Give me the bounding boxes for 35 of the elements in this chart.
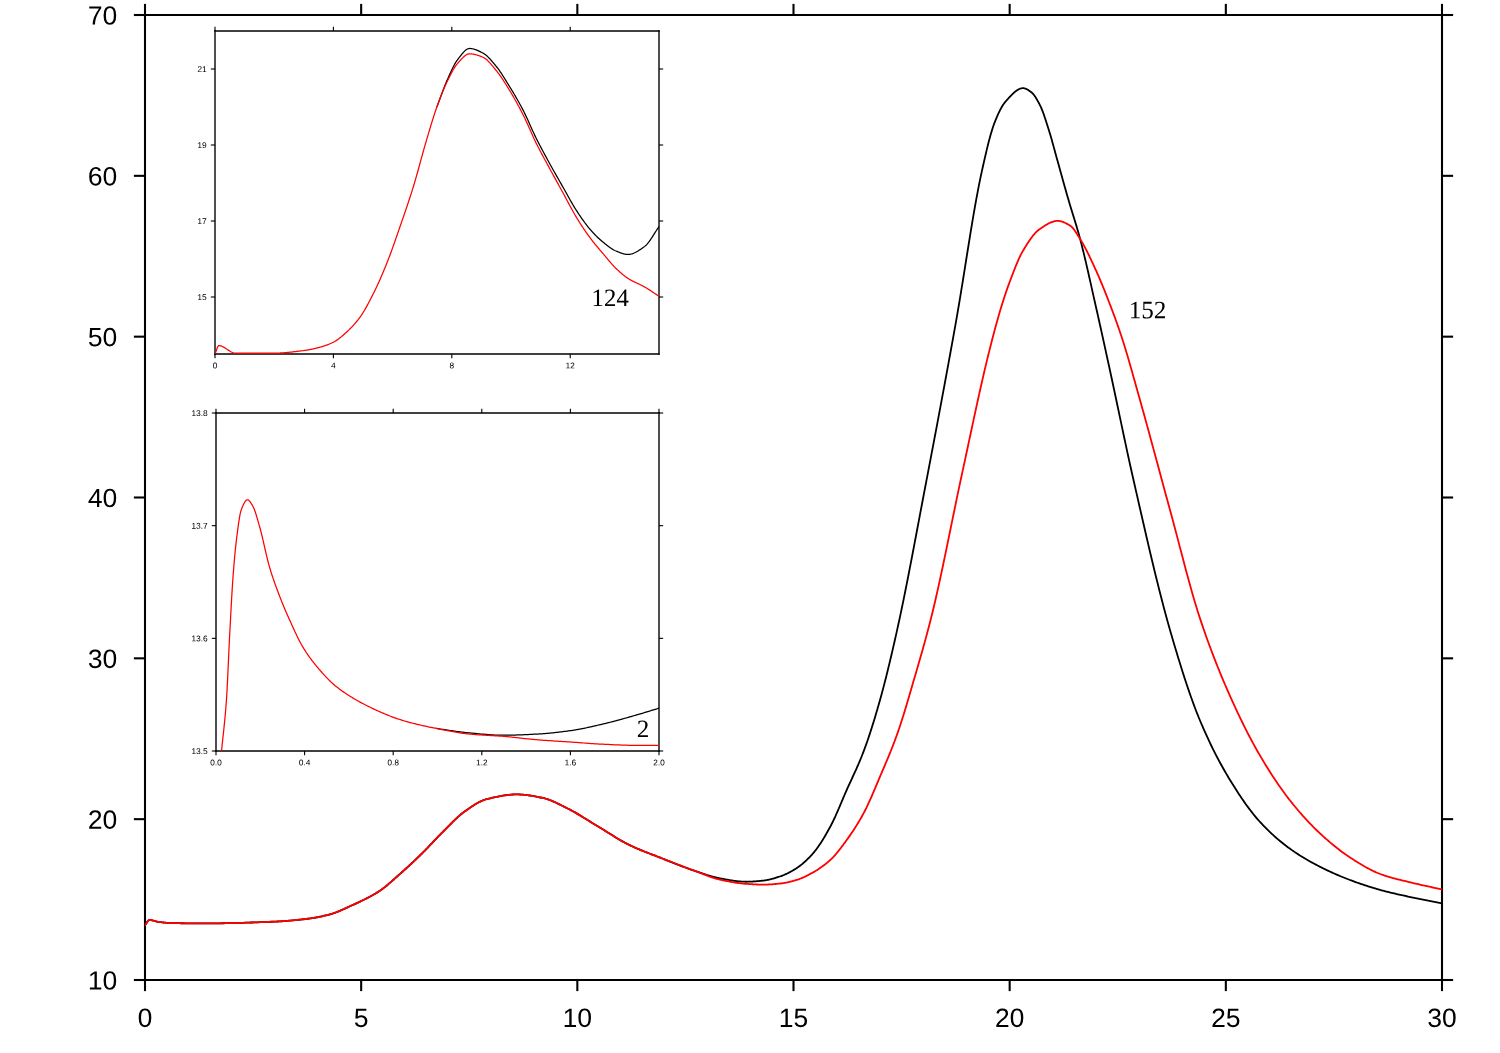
y-tick-label: 70 bbox=[89, 6, 117, 25]
x-tick-label: 8 bbox=[449, 362, 454, 369]
x-tick-label: 12 bbox=[566, 362, 575, 369]
x-tick-label: 0 bbox=[138, 1008, 152, 1028]
annotation: 2 bbox=[637, 720, 648, 738]
x-tick-label: 0.0 bbox=[210, 759, 222, 766]
y-tick-label: 60 bbox=[89, 166, 117, 186]
y-tick-label: 13.5 bbox=[192, 748, 208, 755]
y-tick-label: 13.7 bbox=[192, 522, 208, 529]
x-tick-label: 4 bbox=[331, 362, 336, 369]
x-tick-label: 0.4 bbox=[299, 759, 311, 766]
x-tick-label: 5 bbox=[354, 1008, 368, 1028]
y-tick-label: 40 bbox=[88, 488, 117, 508]
y-tick-label: 20 bbox=[89, 810, 117, 829]
y-tick-label: 19 bbox=[198, 142, 207, 149]
y-tick-label: 17 bbox=[198, 218, 207, 225]
y-tick-label: 21 bbox=[197, 66, 207, 73]
x-tick-label: 0.8 bbox=[387, 759, 399, 766]
y-tick-label: 30 bbox=[88, 649, 117, 669]
x-tick-label: 1.6 bbox=[565, 759, 576, 766]
x-tick-label: 1.2 bbox=[476, 759, 488, 766]
x-tick-label: 30 bbox=[1428, 1008, 1456, 1028]
x-tick-label: 15 bbox=[780, 1008, 808, 1028]
x-tick-label: 25 bbox=[1212, 1008, 1240, 1028]
y-tick-label: 13.8 bbox=[192, 410, 208, 417]
x-tick-label: 2.0 bbox=[653, 759, 665, 766]
y-tick-label: 10 bbox=[89, 971, 117, 990]
annotation: 152 bbox=[1131, 301, 1165, 319]
y-tick-label: 15 bbox=[198, 294, 207, 301]
x-tick-label: 10 bbox=[564, 1008, 591, 1028]
annotation: 124 bbox=[593, 289, 629, 307]
y-tick-label: 13.6 bbox=[192, 635, 208, 642]
x-tick-label: 0 bbox=[213, 362, 217, 369]
y-tick-label: 50 bbox=[88, 327, 117, 347]
x-tick-label: 20 bbox=[996, 1008, 1024, 1028]
